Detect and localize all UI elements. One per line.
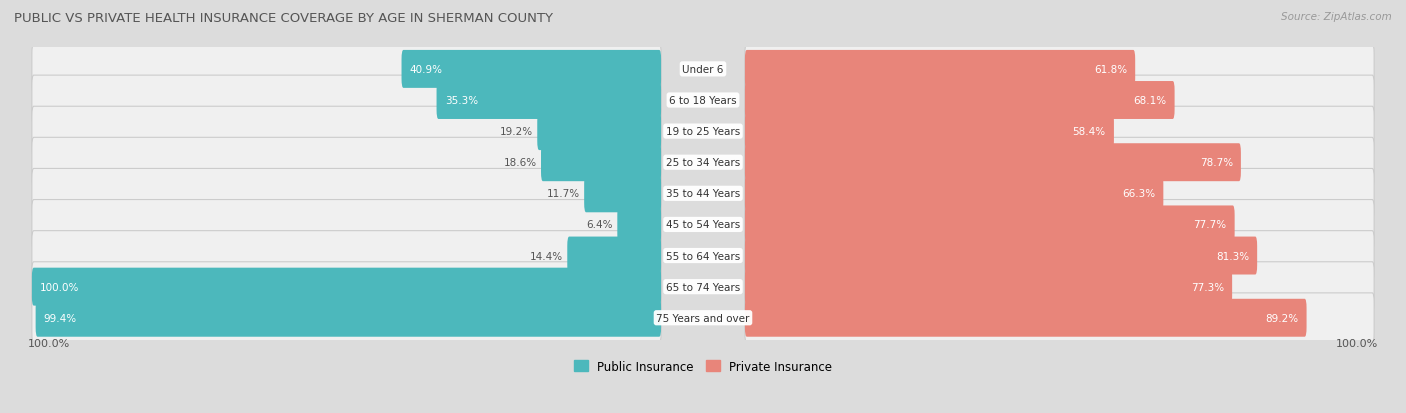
Text: 78.7%: 78.7% (1199, 158, 1233, 168)
FancyBboxPatch shape (32, 293, 661, 343)
Text: 40.9%: 40.9% (409, 65, 443, 75)
FancyBboxPatch shape (745, 82, 1174, 120)
Text: 35 to 44 Years: 35 to 44 Years (666, 189, 740, 199)
FancyBboxPatch shape (745, 293, 1374, 343)
FancyBboxPatch shape (745, 262, 1374, 312)
Legend: Public Insurance, Private Insurance: Public Insurance, Private Insurance (569, 355, 837, 377)
FancyBboxPatch shape (32, 76, 661, 126)
Text: 11.7%: 11.7% (547, 189, 579, 199)
Text: 14.4%: 14.4% (530, 251, 562, 261)
FancyBboxPatch shape (32, 45, 661, 95)
FancyBboxPatch shape (32, 268, 661, 306)
FancyBboxPatch shape (35, 299, 661, 337)
Text: 100.0%: 100.0% (39, 282, 79, 292)
FancyBboxPatch shape (436, 82, 661, 120)
FancyBboxPatch shape (745, 206, 1234, 244)
Text: 100.0%: 100.0% (28, 338, 70, 348)
Text: 19.2%: 19.2% (499, 127, 533, 137)
Text: Under 6: Under 6 (682, 65, 724, 75)
FancyBboxPatch shape (745, 231, 1374, 281)
FancyBboxPatch shape (617, 206, 661, 244)
Text: 77.7%: 77.7% (1194, 220, 1226, 230)
Text: 58.4%: 58.4% (1073, 127, 1105, 137)
Text: 81.3%: 81.3% (1216, 251, 1249, 261)
FancyBboxPatch shape (745, 107, 1374, 157)
FancyBboxPatch shape (32, 107, 661, 157)
FancyBboxPatch shape (745, 113, 1114, 151)
Text: 18.6%: 18.6% (503, 158, 537, 168)
FancyBboxPatch shape (745, 268, 1232, 306)
FancyBboxPatch shape (745, 299, 1306, 337)
Text: 75 Years and over: 75 Years and over (657, 313, 749, 323)
FancyBboxPatch shape (745, 237, 1257, 275)
FancyBboxPatch shape (537, 113, 661, 151)
FancyBboxPatch shape (745, 45, 1374, 95)
Text: 89.2%: 89.2% (1265, 313, 1298, 323)
FancyBboxPatch shape (745, 144, 1241, 182)
FancyBboxPatch shape (541, 144, 661, 182)
Text: Source: ZipAtlas.com: Source: ZipAtlas.com (1281, 12, 1392, 22)
FancyBboxPatch shape (745, 51, 1135, 89)
Text: PUBLIC VS PRIVATE HEALTH INSURANCE COVERAGE BY AGE IN SHERMAN COUNTY: PUBLIC VS PRIVATE HEALTH INSURANCE COVER… (14, 12, 553, 25)
FancyBboxPatch shape (745, 175, 1163, 213)
Text: 66.3%: 66.3% (1122, 189, 1156, 199)
FancyBboxPatch shape (745, 200, 1374, 250)
FancyBboxPatch shape (745, 76, 1374, 126)
Text: 55 to 64 Years: 55 to 64 Years (666, 251, 740, 261)
FancyBboxPatch shape (32, 262, 661, 312)
FancyBboxPatch shape (745, 169, 1374, 218)
Text: 77.3%: 77.3% (1191, 282, 1225, 292)
FancyBboxPatch shape (402, 51, 661, 89)
Text: 68.1%: 68.1% (1133, 96, 1167, 106)
Text: 19 to 25 Years: 19 to 25 Years (666, 127, 740, 137)
FancyBboxPatch shape (32, 231, 661, 281)
FancyBboxPatch shape (567, 237, 661, 275)
Text: 99.4%: 99.4% (44, 313, 77, 323)
Text: 65 to 74 Years: 65 to 74 Years (666, 282, 740, 292)
Text: 61.8%: 61.8% (1094, 65, 1128, 75)
Text: 6 to 18 Years: 6 to 18 Years (669, 96, 737, 106)
Text: 45 to 54 Years: 45 to 54 Years (666, 220, 740, 230)
Text: 25 to 34 Years: 25 to 34 Years (666, 158, 740, 168)
FancyBboxPatch shape (32, 169, 661, 218)
FancyBboxPatch shape (583, 175, 661, 213)
FancyBboxPatch shape (32, 138, 661, 188)
FancyBboxPatch shape (32, 200, 661, 250)
Text: 35.3%: 35.3% (444, 96, 478, 106)
Text: 6.4%: 6.4% (586, 220, 613, 230)
Text: 100.0%: 100.0% (1336, 338, 1378, 348)
FancyBboxPatch shape (745, 138, 1374, 188)
